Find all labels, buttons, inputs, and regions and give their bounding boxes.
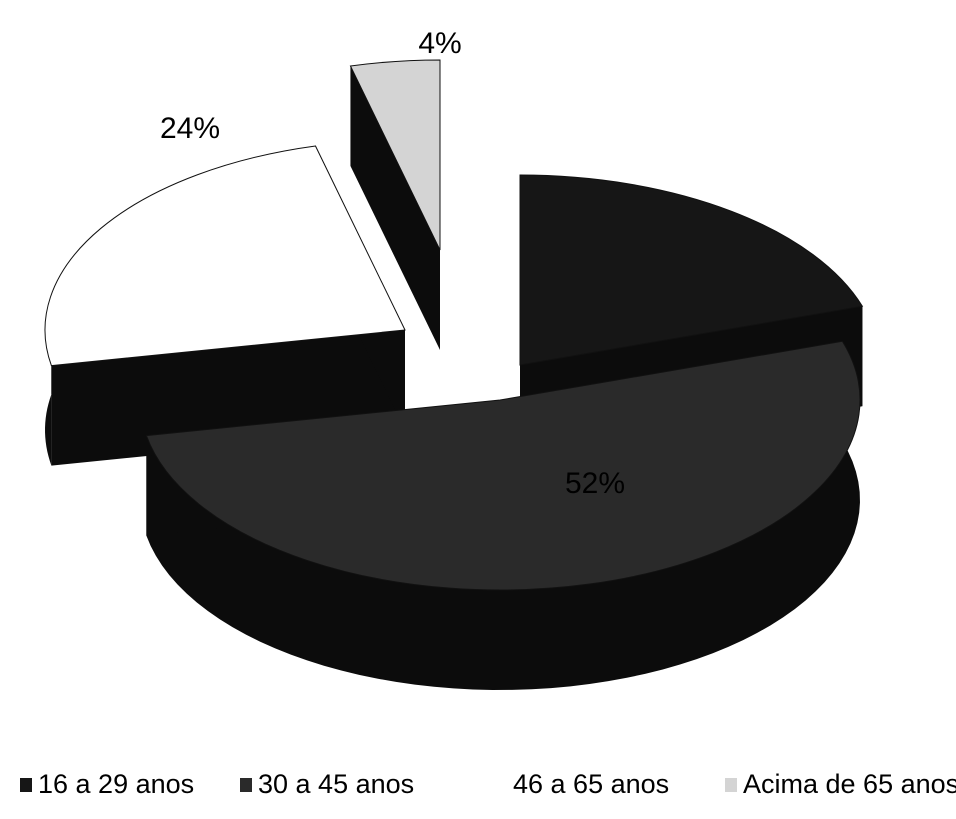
legend-label: 16 a 29 anos bbox=[38, 769, 194, 799]
legend-marker bbox=[725, 778, 737, 792]
legend-label: 46 a 65 anos bbox=[513, 769, 669, 799]
pie-slice bbox=[145, 340, 861, 591]
legend-label: Acima de 65 anos bbox=[743, 769, 956, 799]
legend-marker bbox=[495, 778, 507, 792]
pie-slice bbox=[44, 145, 406, 367]
pie-slice bbox=[349, 59, 441, 251]
legend-marker bbox=[240, 778, 252, 792]
legend-label: 30 a 45 anos bbox=[258, 769, 414, 799]
data-label: 24% bbox=[160, 112, 220, 145]
data-label: 52% bbox=[565, 467, 625, 500]
legend-marker bbox=[20, 778, 32, 792]
slice-wall bbox=[350, 65, 440, 350]
data-label: 4% bbox=[418, 27, 461, 60]
pie-slice bbox=[519, 174, 864, 366]
slice-side bbox=[146, 341, 860, 690]
